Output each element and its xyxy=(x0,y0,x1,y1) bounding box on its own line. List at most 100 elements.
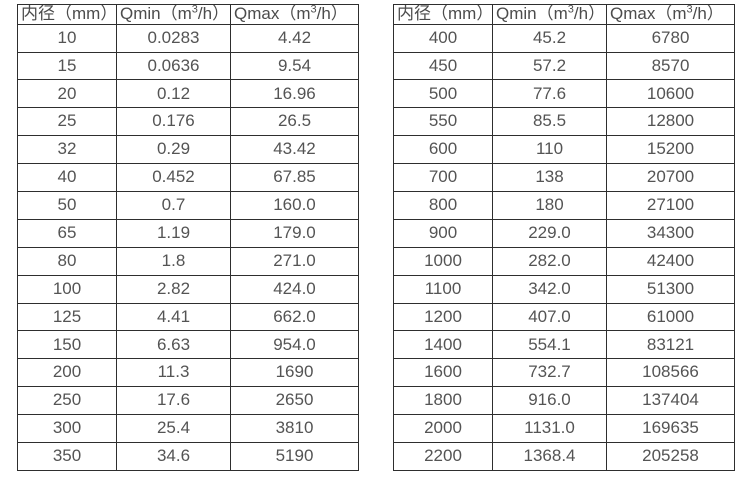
cell-col1: 65 xyxy=(17,218,117,248)
table-row: 2000 1131.0 169635 xyxy=(393,414,735,444)
header-cell-col2: Qmin（m3/h） xyxy=(116,4,231,25)
cell-col1: 700 xyxy=(393,163,493,193)
cell-col1: 125 xyxy=(17,302,117,332)
cell-col2: 57.2 xyxy=(492,51,607,81)
cell-col3: 5190 xyxy=(230,442,359,471)
cell-col2: 342.0 xyxy=(492,274,607,304)
table-row: 150 6.63 954.0 xyxy=(17,330,359,360)
header-cell-col3: Qmax（m3/h） xyxy=(230,4,359,25)
cell-col2: 17.6 xyxy=(116,386,231,416)
table-row: 200 11.3 1690 xyxy=(17,358,359,388)
cell-col3: 4.42 xyxy=(230,23,359,53)
cell-col1: 32 xyxy=(17,135,117,165)
cell-col1: 350 xyxy=(17,442,117,471)
cell-col2: 77.6 xyxy=(492,79,607,109)
cell-col2: 138 xyxy=(492,163,607,193)
table-row: 65 1.19 179.0 xyxy=(17,218,359,248)
cell-col3: 169635 xyxy=(606,414,735,444)
cell-col1: 80 xyxy=(17,246,117,276)
table-row: 20 0.12 16.96 xyxy=(17,79,359,109)
table-row: 40 0.452 67.85 xyxy=(17,163,359,193)
cell-col3: 108566 xyxy=(606,358,735,388)
cell-col3: 42400 xyxy=(606,246,735,276)
cell-col1: 2200 xyxy=(393,442,493,471)
cell-col2: 6.63 xyxy=(116,330,231,360)
table-row: 1800 916.0 137404 xyxy=(393,386,735,416)
cell-col3: 160.0 xyxy=(230,191,359,220)
cell-col1: 550 xyxy=(393,107,493,137)
cell-col1: 1800 xyxy=(393,386,493,416)
cell-col3: 6780 xyxy=(606,23,735,53)
cell-col2: 180 xyxy=(492,191,607,220)
table-row: 800 180 27100 xyxy=(393,191,735,220)
table-row: 300 25.4 3810 xyxy=(17,414,359,444)
cell-col2: 282.0 xyxy=(492,246,607,276)
table-row: 2200 1368.4 205258 xyxy=(393,442,735,471)
table-row: 1100 342.0 51300 xyxy=(393,274,735,304)
cell-col2: 110 xyxy=(492,135,607,165)
table-row: 1400 554.1 83121 xyxy=(393,330,735,360)
cell-col3: 27100 xyxy=(606,191,735,220)
table-row: 1000 282.0 42400 xyxy=(393,246,735,276)
header-cell-col3: Qmax（m3/h） xyxy=(606,4,735,25)
table-row: 700 138 20700 xyxy=(393,163,735,193)
flow-range-table-small-diameters: 内径（mm） Qmin（m3/h） Qmax（m3/h） 10 0.0283 4.42 15… xyxy=(17,4,359,471)
cell-col2: 25.4 xyxy=(116,414,231,444)
cell-col3: 9.54 xyxy=(230,51,359,81)
cell-col2: 34.6 xyxy=(116,442,231,471)
table-row: 550 85.5 12800 xyxy=(393,107,735,137)
cell-col2: 407.0 xyxy=(492,302,607,332)
cell-col3: 61000 xyxy=(606,302,735,332)
cell-col1: 50 xyxy=(17,191,117,220)
cell-col3: 10600 xyxy=(606,79,735,109)
cell-col1: 300 xyxy=(17,414,117,444)
cell-col2: 916.0 xyxy=(492,386,607,416)
table-row: 350 34.6 5190 xyxy=(17,442,359,471)
cell-col3: 16.96 xyxy=(230,79,359,109)
cell-col2: 732.7 xyxy=(492,358,607,388)
cell-col3: 1690 xyxy=(230,358,359,388)
cell-col1: 1200 xyxy=(393,302,493,332)
cell-col2: 85.5 xyxy=(492,107,607,137)
cell-col2: 0.12 xyxy=(116,79,231,109)
table-row: 125 4.41 662.0 xyxy=(17,302,359,332)
cell-col1: 200 xyxy=(17,358,117,388)
header-cell-col1: 内径（mm） xyxy=(17,4,117,25)
table-row: 250 17.6 2650 xyxy=(17,386,359,416)
cell-col1: 400 xyxy=(393,23,493,53)
cell-col3: 954.0 xyxy=(230,330,359,360)
table-row: 10 0.0283 4.42 xyxy=(17,23,359,53)
cell-col2: 1131.0 xyxy=(492,414,607,444)
cell-col3: 179.0 xyxy=(230,218,359,248)
cell-col2: 0.7 xyxy=(116,191,231,220)
cell-col2: 1.19 xyxy=(116,218,231,248)
superscript: 3 xyxy=(191,4,198,16)
cell-col3: 3810 xyxy=(230,414,359,444)
cell-col2: 0.29 xyxy=(116,135,231,165)
superscript: 3 xyxy=(310,4,317,16)
cell-col3: 83121 xyxy=(606,330,735,360)
superscript: 3 xyxy=(686,4,693,16)
cell-col3: 662.0 xyxy=(230,302,359,332)
cell-col3: 12800 xyxy=(606,107,735,137)
cell-col3: 51300 xyxy=(606,274,735,304)
table-row: 50 0.7 160.0 xyxy=(17,191,359,220)
flow-range-table-large-diameters: 内径（mm） Qmin（m3/h） Qmax（m3/h） 400 45.2 6780 450… xyxy=(393,4,735,471)
cell-col2: 229.0 xyxy=(492,218,607,248)
table-row: 450 57.2 8570 xyxy=(393,51,735,81)
table-row: 600 110 15200 xyxy=(393,135,735,165)
cell-col1: 25 xyxy=(17,107,117,137)
header-cell-col2: Qmin（m3/h） xyxy=(492,4,607,25)
header-cell-col1: 内径（mm） xyxy=(393,4,493,25)
cell-col2: 554.1 xyxy=(492,330,607,360)
table-row: 900 229.0 34300 xyxy=(393,218,735,248)
cell-col1: 150 xyxy=(17,330,117,360)
header-row: 内径（mm） Qmin（m3/h） Qmax（m3/h） xyxy=(17,4,359,25)
cell-col1: 1400 xyxy=(393,330,493,360)
cell-col2: 1368.4 xyxy=(492,442,607,471)
cell-col3: 43.42 xyxy=(230,135,359,165)
cell-col1: 40 xyxy=(17,163,117,193)
cell-col3: 205258 xyxy=(606,442,735,471)
cell-col3: 34300 xyxy=(606,218,735,248)
